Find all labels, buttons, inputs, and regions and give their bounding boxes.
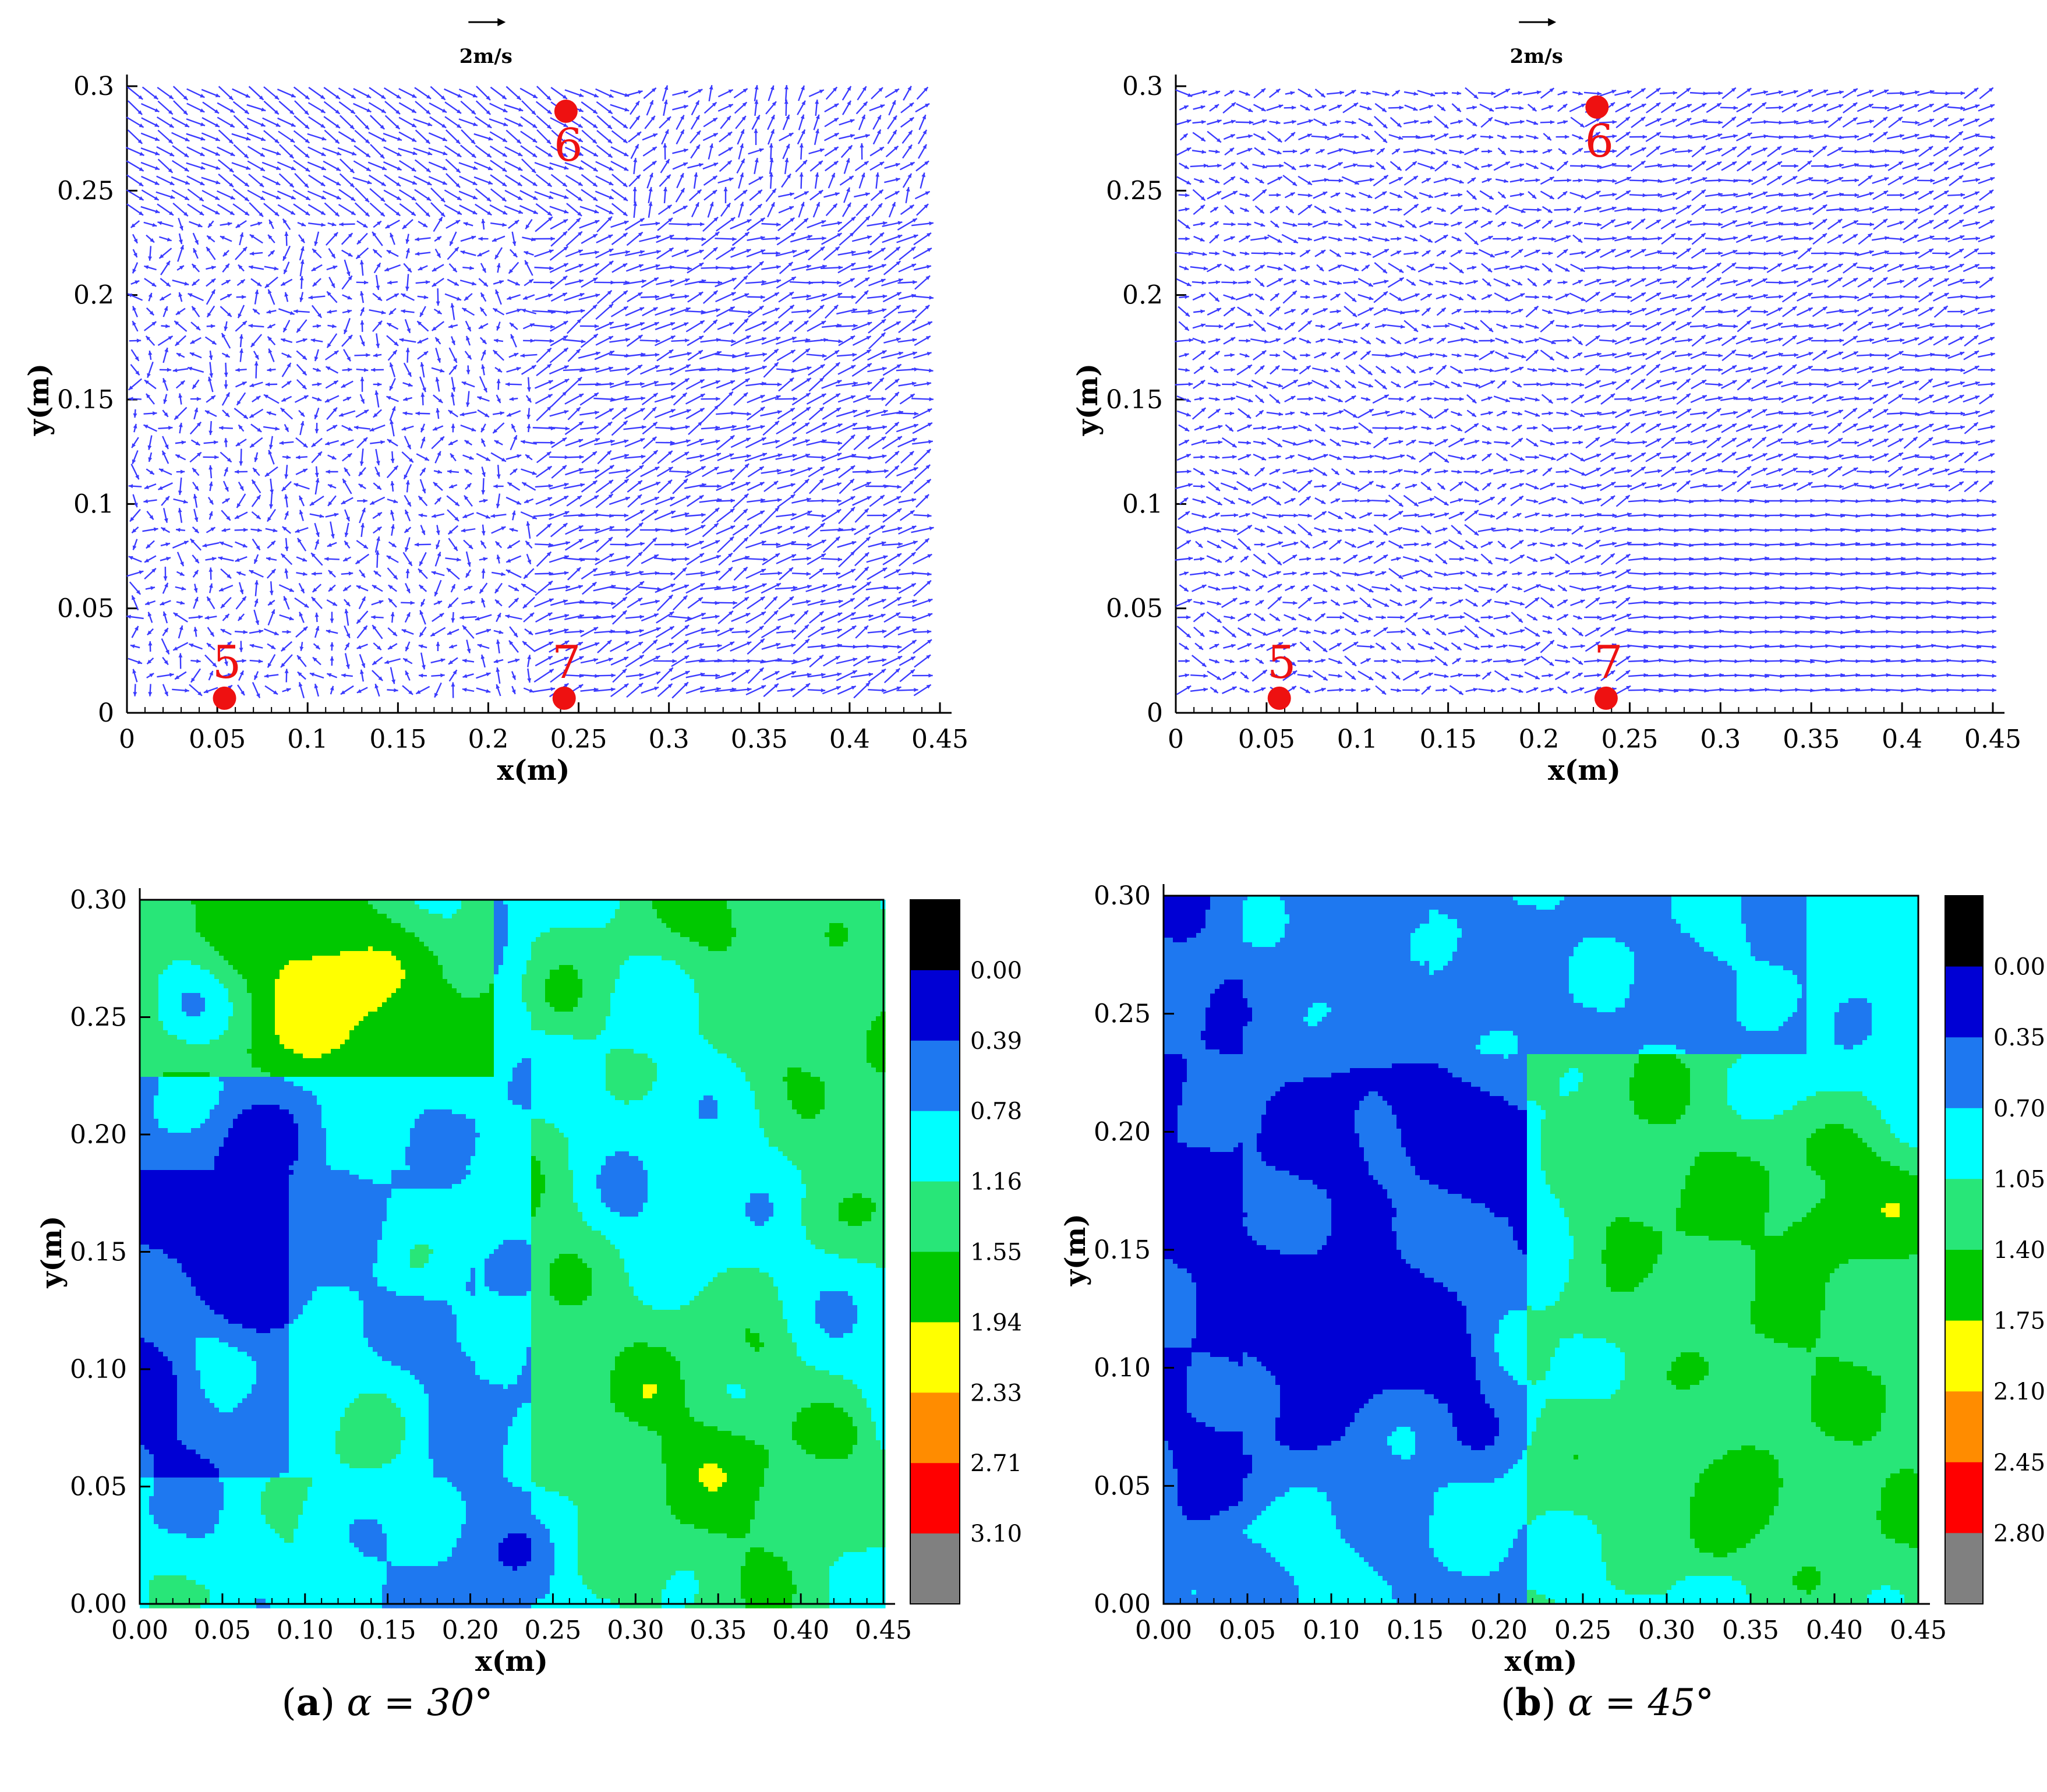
quiver-a-ytick-label: 0.15 [57,385,114,415]
quiver-a-arrowhead [155,151,160,155]
quiver-a-xlabel: x(m) [497,754,570,787]
quiver-a-xtick-label: 0.3 [649,724,690,754]
quiver-a-arrowhead [724,187,728,191]
quiver-a-arrowhead [200,166,205,170]
quiver-a-ytick-label: 0.25 [57,176,114,206]
quiver-a-arrowhead [784,100,789,104]
quiver-a-arrowhead [801,202,805,207]
quiver-a-arrowhead [624,108,629,112]
quiver-a-xtick-label: 0.05 [189,724,246,754]
quiver-a-arrowhead [518,108,523,112]
quiver-a-arrowhead [860,143,864,147]
quiver-a-arrowhead [579,93,584,97]
quiver-a-arrowhead [427,122,432,126]
quiver-a-arrowhead [663,143,667,147]
quiver-a-xtick-label: 0.35 [731,724,788,754]
panels: 0 0.05 0.1 0.15 0.2 0.25 0.3 0.35 0.4 0.45 0 0.05 0.… [23,18,2045,1678]
quiver-a-arrowhead [179,226,183,231]
quiver-a-ytick-label: 0.2 [73,281,114,310]
quiver-a-arrowhead [800,172,804,176]
quiver-a-arrowhead [564,210,568,214]
quiver-a-arrowhead [710,202,714,207]
quiver-a-arrowhead [759,149,763,153]
quiver-a-arrowhead [754,129,758,133]
quiver-a-arrowhead [784,85,789,89]
quiver-a-arrowhead [488,137,493,141]
quiver-a-arrowhead [200,137,205,141]
quiver-a-arrowhead [564,195,568,199]
quiver-a-arrowhead [367,181,372,185]
quiver-a-arrowhead [200,122,205,126]
quiver-a-xtick-label: 0.2 [468,724,508,754]
quiver-a-arrowhead [473,122,478,126]
quiver-a-arrowhead [246,137,250,141]
quiver-a-arrowhead [427,151,432,155]
quiver-a-arrowhead [284,232,288,236]
quiver-a-ytick-label: 0.3 [73,72,114,101]
quiver-a-ylabel: y(m) [23,363,55,436]
quiver-a-arrowhead [276,151,281,155]
quiver-a-arrowhead [815,100,819,104]
quiver-a-arrowhead [633,187,637,191]
quiver-a-arrowhead [776,222,780,227]
quiver-a-arrowhead [861,173,865,178]
quiver-a-xtick-label: 0.4 [829,724,870,754]
quiver-a-arrowhead [551,236,555,241]
quiver-a-arrowhead [170,195,175,199]
quiver-a-arrowhead [800,143,804,147]
quiver-a-ytick-label: 0 [98,698,114,728]
quiver-a-arrowhead [478,237,482,241]
quiver-a-arrowhead [624,221,628,225]
quiver-a-arrowhead [663,187,667,191]
quiver-a-arrowhead [700,222,704,227]
quiver-a-arrowhead [769,143,773,147]
quiver-a-arrowhead [443,151,447,155]
quiver-a-arrowhead [503,122,508,126]
quiver-a-arrowhead [473,166,478,170]
quiver-a-arrowhead [770,86,775,90]
quiver-a-xtick-label: 0.15 [369,724,426,754]
quiver-a-xtick-label: 0.45 [911,724,968,754]
quiver-a-arrowhead [321,137,326,141]
quiver-a-arrowhead [850,119,854,123]
quiver-a-arrowhead [215,181,220,185]
quiver-a-arrows [126,85,934,698]
quiver-a-ytick-label: 0.05 [57,594,114,624]
quiver-a-arrowhead [649,173,653,178]
quiver-a-arrowhead [246,166,250,170]
quiver-a: 0 0.05 0.1 0.15 0.2 0.25 0.3 0.35 0.4 0.45 0 0.05 0.… [23,18,968,787]
quiver-a-arrowhead [339,222,343,227]
quiver-a-xtick-label: 0 [119,724,135,754]
quiver-a-xtick-label: 0.1 [287,724,328,754]
quiver-a-xtick-label: 0.25 [550,724,607,754]
quiver-a-arrowhead [594,210,599,214]
quiver-a-ytick-label: 0.1 [73,489,114,519]
quiver-a-arrowhead [215,166,220,170]
